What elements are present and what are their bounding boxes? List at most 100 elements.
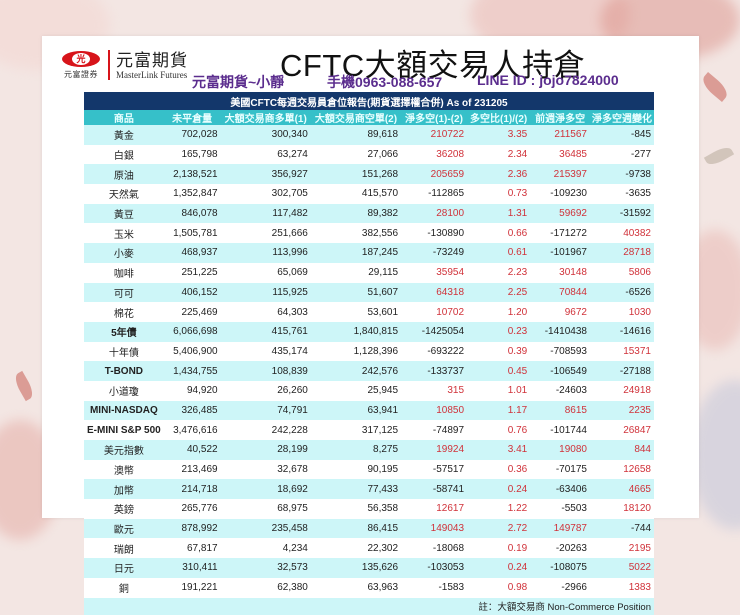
long-positions: 435,174 [220,341,311,362]
long-positions: 74,791 [220,400,311,421]
commodity-name: 小道瓊 [84,380,164,401]
column-header: 大額交易商多單(1) [220,110,311,125]
table-row: 黃金 702,028 300,340 89,618 210722 3.35 211567 -8… [84,125,654,145]
long-positions: 68,975 [220,499,311,519]
table-footnote-row: 註：大額交易商 Non-Commerce Position [84,597,654,615]
net-position: -1425054 [401,321,468,342]
commodity-name: 天然氣 [84,184,164,204]
net-weekly-change: -9738 [589,164,654,185]
long-short-ratio: 0.98 [467,577,531,598]
prev-week-net: -101744 [530,420,590,440]
long-short-ratio: 0.23 [467,321,531,342]
prev-week-net: -20263 [530,538,590,559]
long-positions: 115,925 [220,282,311,303]
long-short-ratio: 0.24 [467,479,531,500]
prev-week-net: 70844 [530,282,590,303]
table-row: T-BOND 1,434,755 108,839 242,576 -133737 0.45… [84,361,654,381]
table-row: 黃豆 846,078 117,482 89,382 28100 1.31 59692 -315… [84,203,654,224]
company-logo: 光 元富證券 元富期貨 MasterLink Futures [58,50,188,80]
column-header: 商品 [84,110,164,125]
commodity-name: 白銀 [84,144,164,165]
net-position: 149043 [401,518,468,539]
net-position: 10702 [401,302,468,322]
long-short-ratio: 2.36 [467,164,531,185]
column-header: 未平倉量 [163,110,221,125]
net-weekly-change: 1030 [589,302,654,322]
short-positions: 56,358 [310,499,402,519]
net-weekly-change: -277 [589,144,654,165]
net-position: 36208 [401,144,468,165]
short-positions: 317,125 [310,420,402,440]
commodity-name: 黃豆 [84,203,164,224]
long-positions: 113,996 [220,243,311,263]
prev-week-net: -106549 [530,361,590,381]
short-positions: 29,115 [310,262,402,283]
commodity-name: 瑞朗 [84,538,164,559]
table-row: 原油 2,138,521 356,927 151,268 205659 2.36 21539… [84,164,654,185]
short-positions: 63,941 [310,400,402,421]
net-weekly-change: 24918 [589,380,654,401]
commodity-name: 小麥 [84,243,164,263]
prev-week-net: 59692 [530,203,590,224]
long-short-ratio: 2.23 [467,262,531,283]
net-weekly-change: -14616 [589,321,654,342]
long-positions: 64,303 [220,302,311,322]
column-header: 大額交易商空單(2) [310,110,402,125]
long-short-ratio: 1.20 [467,302,531,322]
table-row: 銅 191,221 62,380 63,963 -1583 0.98 -2966 1383 [84,577,654,598]
net-position: -74897 [401,420,468,440]
long-short-ratio: 1.01 [467,380,531,401]
cftc-position-table: 美國CFTC每週交易員倉位報告(期貨選擇權合併) As of 231205 商品… [84,92,654,615]
commodity-name: 咖啡 [84,262,164,283]
open-interest: 213,469 [163,459,221,480]
open-interest: 191,221 [163,577,221,598]
net-position: -112865 [401,184,468,204]
short-positions: 1,128,396 [310,341,402,362]
net-position: -693222 [401,341,468,362]
long-positions: 62,380 [220,577,311,598]
long-short-ratio: 1.31 [467,203,531,224]
long-short-ratio: 0.19 [467,538,531,559]
short-positions: 151,268 [310,164,402,185]
table-row: 棉花 225,469 64,303 53,601 10702 1.20 9672 1030 [84,302,654,322]
table-row: 英鎊 265,776 68,975 56,358 12617 1.22 -5503 18120 [84,499,654,519]
open-interest: 225,469 [163,302,221,322]
net-weekly-change: 2235 [589,400,654,421]
net-position: -57517 [401,459,468,480]
commodity-name: 棉花 [84,302,164,322]
long-positions: 4,234 [220,538,311,559]
logo-mark: 光 元富證券 [58,50,104,80]
net-weekly-change: 1383 [589,577,654,598]
short-positions: 25,945 [310,380,402,401]
long-positions: 302,705 [220,184,311,204]
net-weekly-change: 12658 [589,459,654,480]
commodity-name: 可可 [84,282,164,303]
long-short-ratio: 2.25 [467,282,531,303]
commodity-name: MINI-NASDAQ [84,400,164,421]
open-interest: 326,485 [163,400,221,421]
prev-week-net: 19080 [530,440,590,460]
logo-emblem-icon: 光 [62,50,100,67]
contact-name: 元富期貨~小靜 [192,74,285,90]
prev-week-net: 9672 [530,302,590,322]
prev-week-net: -101967 [530,243,590,263]
table-row: 瑞朗 67,817 4,234 22,302 -18068 0.19 -20263 2195 [84,538,654,559]
column-headers: 商品 未平倉量 大額交易商多單(1) 大額交易商空單(2) 淨多空(1)-(2) 多空比(… [84,110,654,125]
long-positions: 32,573 [220,558,311,578]
column-header: 淨多空(1)-(2) [401,110,468,125]
long-short-ratio: 1.22 [467,499,531,519]
table-row: 十年債 5,406,900 435,174 1,128,396 -693222 0.39-… [84,341,654,362]
long-positions: 63,274 [220,144,311,165]
long-short-ratio: 0.66 [467,223,531,244]
short-positions: 90,195 [310,459,402,480]
long-short-ratio: 1.17 [467,400,531,421]
long-short-ratio: 0.76 [467,420,531,440]
open-interest: 214,718 [163,479,221,500]
commodity-name: E-MINI S&P 500 [84,420,164,440]
commodity-name: 英鎊 [84,499,164,519]
net-position: -18068 [401,538,468,559]
short-positions: 89,618 [310,125,402,145]
net-weekly-change: -27188 [589,361,654,381]
open-interest: 165,798 [163,144,221,165]
commodity-name: 黃金 [84,125,164,145]
